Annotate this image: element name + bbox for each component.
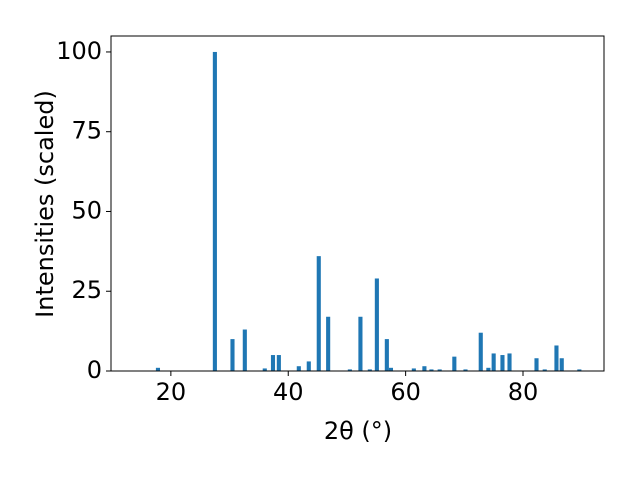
bar — [316, 256, 321, 371]
bar — [559, 358, 564, 371]
bar — [262, 368, 267, 371]
bar — [306, 361, 311, 371]
bar — [534, 358, 539, 371]
x-tick-label: 60 — [390, 378, 421, 406]
x-axis-label: 2θ (°) — [324, 417, 392, 445]
bar — [388, 367, 394, 371]
bar — [230, 339, 235, 371]
x-tick-label: 20 — [156, 378, 187, 406]
x-tick-label: 40 — [273, 378, 304, 406]
y-tick-label: 0 — [87, 356, 102, 384]
y-tick-label: 75 — [71, 117, 102, 145]
bar — [155, 367, 161, 371]
bar — [296, 366, 301, 371]
bar — [486, 367, 491, 371]
plot-frame — [110, 35, 605, 372]
bar — [347, 369, 352, 371]
bar — [491, 353, 496, 371]
bar — [577, 369, 582, 371]
bar — [326, 316, 331, 371]
bar — [276, 355, 281, 371]
bar — [507, 353, 512, 371]
bar — [358, 316, 363, 371]
x-tick-label: 80 — [508, 378, 539, 406]
bar — [212, 51, 217, 371]
y-tick-label: 50 — [71, 196, 102, 224]
bar — [270, 355, 276, 371]
bar — [367, 369, 372, 371]
bar — [384, 339, 389, 371]
bar — [374, 278, 379, 371]
bar — [429, 369, 434, 371]
y-tick-label: 100 — [56, 37, 102, 65]
bar — [242, 329, 247, 371]
bar — [411, 368, 416, 371]
bar — [542, 369, 547, 371]
y-axis-label: Intensities (scaled) — [31, 90, 59, 318]
bar — [452, 356, 457, 371]
bar — [554, 345, 559, 371]
bar — [463, 369, 468, 371]
bar — [500, 355, 505, 371]
bar — [437, 369, 442, 371]
bar — [422, 366, 427, 371]
y-tick-label: 25 — [71, 276, 102, 304]
bar — [478, 332, 483, 371]
